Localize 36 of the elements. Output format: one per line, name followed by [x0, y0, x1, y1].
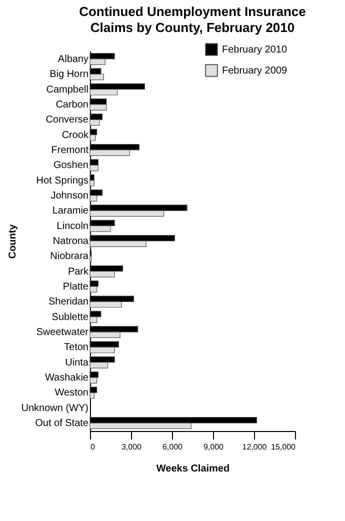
y-tick-label: Big Horn [50, 69, 88, 80]
y-tick-label: Sweetwater [36, 327, 90, 338]
x-tick-label: 9,000 [203, 442, 224, 452]
x-tick-label: 15,000 [271, 442, 296, 452]
y-tick-label: Out of State [35, 418, 89, 430]
x-tick-label: 12,000 [242, 442, 268, 452]
y-tick-label: Washakie [44, 372, 89, 384]
legend-label: February 2010 [222, 44, 288, 56]
y-axis-title: County [7, 224, 18, 259]
y-tick-label: Park [68, 266, 90, 278]
y-tick-label: Goshen [53, 160, 88, 172]
y-tick-label: Sublette [52, 312, 89, 323]
y-tick-label: Converse [46, 114, 89, 126]
y-tick-label: Teton [64, 342, 88, 354]
y-tick-label: Unknown (WY) [21, 402, 88, 414]
y-tick-label: Natrona [52, 236, 89, 247]
y-tick-label: Laramie [52, 206, 89, 217]
y-tick-label: Uinta [65, 357, 89, 368]
y-tick-label: Carbon [56, 99, 88, 110]
chart-title: Continued Unemployment Insurance Claims by County, February 2010 [79, 4, 306, 35]
y-tick-label: Hot Springs [36, 175, 88, 186]
y-tick-label: Johnson [50, 190, 88, 202]
y-tick-label: Albany [58, 54, 88, 65]
legend-label: February 2009 [222, 66, 288, 76]
x-tick-label: 6,000 [162, 442, 184, 452]
x-tick-label: 3,000 [121, 442, 142, 452]
x-axis-title: Weeks Claimed [156, 464, 230, 474]
y-tick-label: Sheridan [48, 296, 88, 308]
y-tick-label: Fremont [51, 144, 89, 156]
y-tick-label: Weston [54, 388, 88, 399]
y-tick-label: Platte [62, 282, 89, 293]
x-tick-label: 0 [90, 442, 96, 452]
y-tick-label: Lincoln [56, 220, 88, 232]
y-tick-label: Campbell [46, 84, 88, 96]
y-tick-label: Crook [62, 130, 90, 141]
y-tick-label: Niobrara [50, 251, 89, 262]
